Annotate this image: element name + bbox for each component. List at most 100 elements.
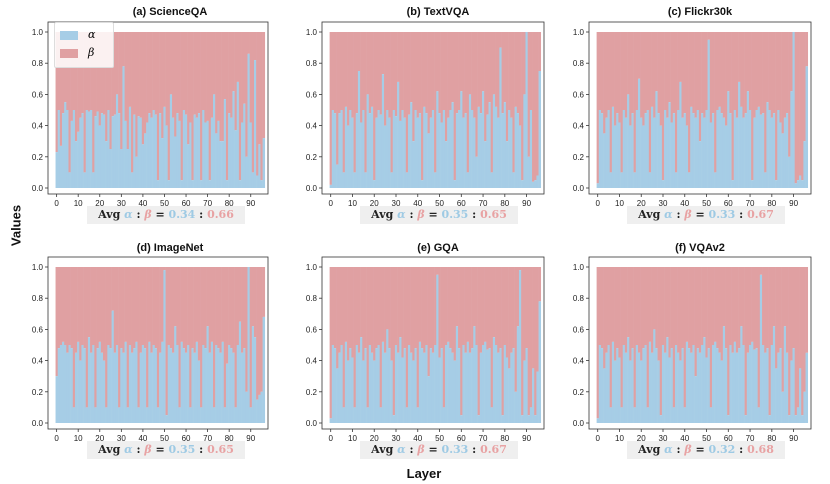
bar-beta bbox=[532, 32, 535, 182]
bar-alpha bbox=[373, 180, 376, 188]
bar-beta bbox=[202, 267, 205, 345]
x-tick-label: 90 bbox=[246, 199, 255, 208]
bar-beta bbox=[429, 267, 433, 349]
bar-beta bbox=[768, 267, 772, 416]
bar-alpha bbox=[646, 407, 650, 423]
bar-beta bbox=[803, 32, 806, 142]
bar-beta bbox=[187, 32, 190, 145]
bar-alpha bbox=[418, 341, 422, 423]
x-tick-label: 30 bbox=[392, 434, 401, 443]
bar-alpha bbox=[614, 360, 617, 423]
bar-alpha bbox=[436, 91, 439, 188]
bar-beta bbox=[407, 32, 411, 115]
x-tick-label: 50 bbox=[160, 199, 169, 208]
bar-beta bbox=[178, 32, 181, 121]
bar-beta bbox=[146, 267, 149, 408]
bar-alpha bbox=[338, 113, 341, 188]
bar-beta bbox=[622, 267, 626, 345]
bar-beta bbox=[468, 32, 472, 95]
bar-beta bbox=[762, 267, 765, 345]
avg-beta-symbol: β bbox=[417, 443, 425, 456]
bar-beta bbox=[611, 267, 615, 342]
x-tick-label: 10 bbox=[74, 199, 83, 208]
bar-alpha bbox=[501, 415, 505, 423]
bar-alpha bbox=[135, 341, 138, 423]
bar-beta bbox=[674, 267, 678, 345]
chart-panel-5: 0 10 20 30 40 50 60 70 80 90 0.0 0.2 0.4 0.6 0.8 1.0 bbox=[573, 256, 812, 443]
bar-beta bbox=[477, 32, 481, 107]
bar-beta bbox=[783, 267, 787, 327]
bar-alpha bbox=[770, 345, 774, 423]
y-tick-label: 0.0 bbox=[32, 184, 44, 193]
bar-alpha bbox=[253, 60, 257, 188]
bar-alpha bbox=[370, 106, 374, 188]
y-tick-label: 0.6 bbox=[573, 90, 585, 99]
bar-beta bbox=[137, 32, 140, 117]
bar-alpha bbox=[464, 352, 468, 423]
bar-alpha bbox=[438, 357, 441, 423]
bar-beta bbox=[444, 32, 448, 142]
y-tick-label: 1.0 bbox=[306, 263, 318, 272]
bar-beta bbox=[799, 267, 802, 369]
bar-beta bbox=[83, 32, 87, 173]
bar-beta bbox=[447, 32, 450, 118]
bar-beta bbox=[796, 32, 800, 181]
bar-alpha bbox=[764, 172, 767, 188]
bar-beta bbox=[501, 267, 505, 416]
bar-alpha bbox=[79, 117, 82, 188]
bar-beta bbox=[757, 267, 761, 408]
bar-alpha bbox=[126, 149, 130, 188]
bar-beta bbox=[670, 32, 674, 123]
bar-beta bbox=[624, 267, 628, 353]
avg-beta-value: 0.65 bbox=[480, 208, 507, 221]
bar-beta bbox=[118, 32, 121, 114]
bar-beta bbox=[766, 267, 769, 349]
x-tick-label: 20 bbox=[637, 199, 646, 208]
bar-alpha bbox=[340, 110, 343, 188]
bar-beta bbox=[536, 267, 539, 372]
bar-beta bbox=[725, 267, 728, 349]
bar-beta bbox=[172, 267, 175, 353]
bar-alpha bbox=[336, 164, 339, 188]
legend-alpha-entry: α bbox=[60, 29, 95, 41]
bar-beta bbox=[234, 32, 238, 131]
bar-alpha bbox=[458, 348, 461, 423]
x-tick-label: 40 bbox=[680, 434, 689, 443]
x-tick-label: 70 bbox=[479, 434, 488, 443]
bar-alpha bbox=[801, 415, 804, 423]
bar-alpha bbox=[74, 352, 78, 423]
bar-beta bbox=[152, 267, 156, 345]
bar-alpha bbox=[195, 117, 199, 188]
bar-alpha bbox=[172, 117, 175, 188]
x-tick-label: 60 bbox=[457, 434, 466, 443]
bar-alpha bbox=[510, 352, 513, 423]
bar-beta bbox=[161, 267, 164, 342]
x-tick-label: 80 bbox=[767, 434, 776, 443]
bar-beta bbox=[640, 267, 643, 361]
bar-beta bbox=[451, 267, 454, 353]
bar-alpha bbox=[642, 348, 645, 423]
x-tick-label: 80 bbox=[767, 199, 776, 208]
bar-beta bbox=[781, 267, 785, 392]
bar-alpha bbox=[68, 345, 71, 423]
bar-beta bbox=[141, 32, 145, 145]
x-tick-label: 40 bbox=[680, 199, 689, 208]
bar-beta bbox=[197, 267, 201, 361]
bar-alpha bbox=[262, 138, 266, 188]
bar-beta bbox=[241, 32, 244, 123]
bar-alpha bbox=[521, 180, 524, 188]
bar-alpha bbox=[609, 407, 613, 423]
bar-beta bbox=[620, 267, 624, 408]
bar-beta bbox=[85, 32, 89, 110]
bar-alpha bbox=[98, 125, 102, 188]
bar-beta bbox=[705, 267, 708, 358]
bar-alpha bbox=[128, 345, 132, 423]
bar-beta bbox=[120, 267, 123, 349]
bar-beta bbox=[92, 32, 95, 173]
bar-alpha bbox=[434, 172, 437, 188]
bar-alpha bbox=[657, 113, 661, 188]
bar-beta bbox=[384, 32, 387, 126]
bar-alpha bbox=[355, 345, 359, 423]
chart-panel-3: 0 10 20 30 40 50 60 70 80 90 0.0 0.2 0.4 0.6 0.8 1.0 bbox=[32, 256, 269, 443]
bar-beta bbox=[204, 267, 207, 349]
